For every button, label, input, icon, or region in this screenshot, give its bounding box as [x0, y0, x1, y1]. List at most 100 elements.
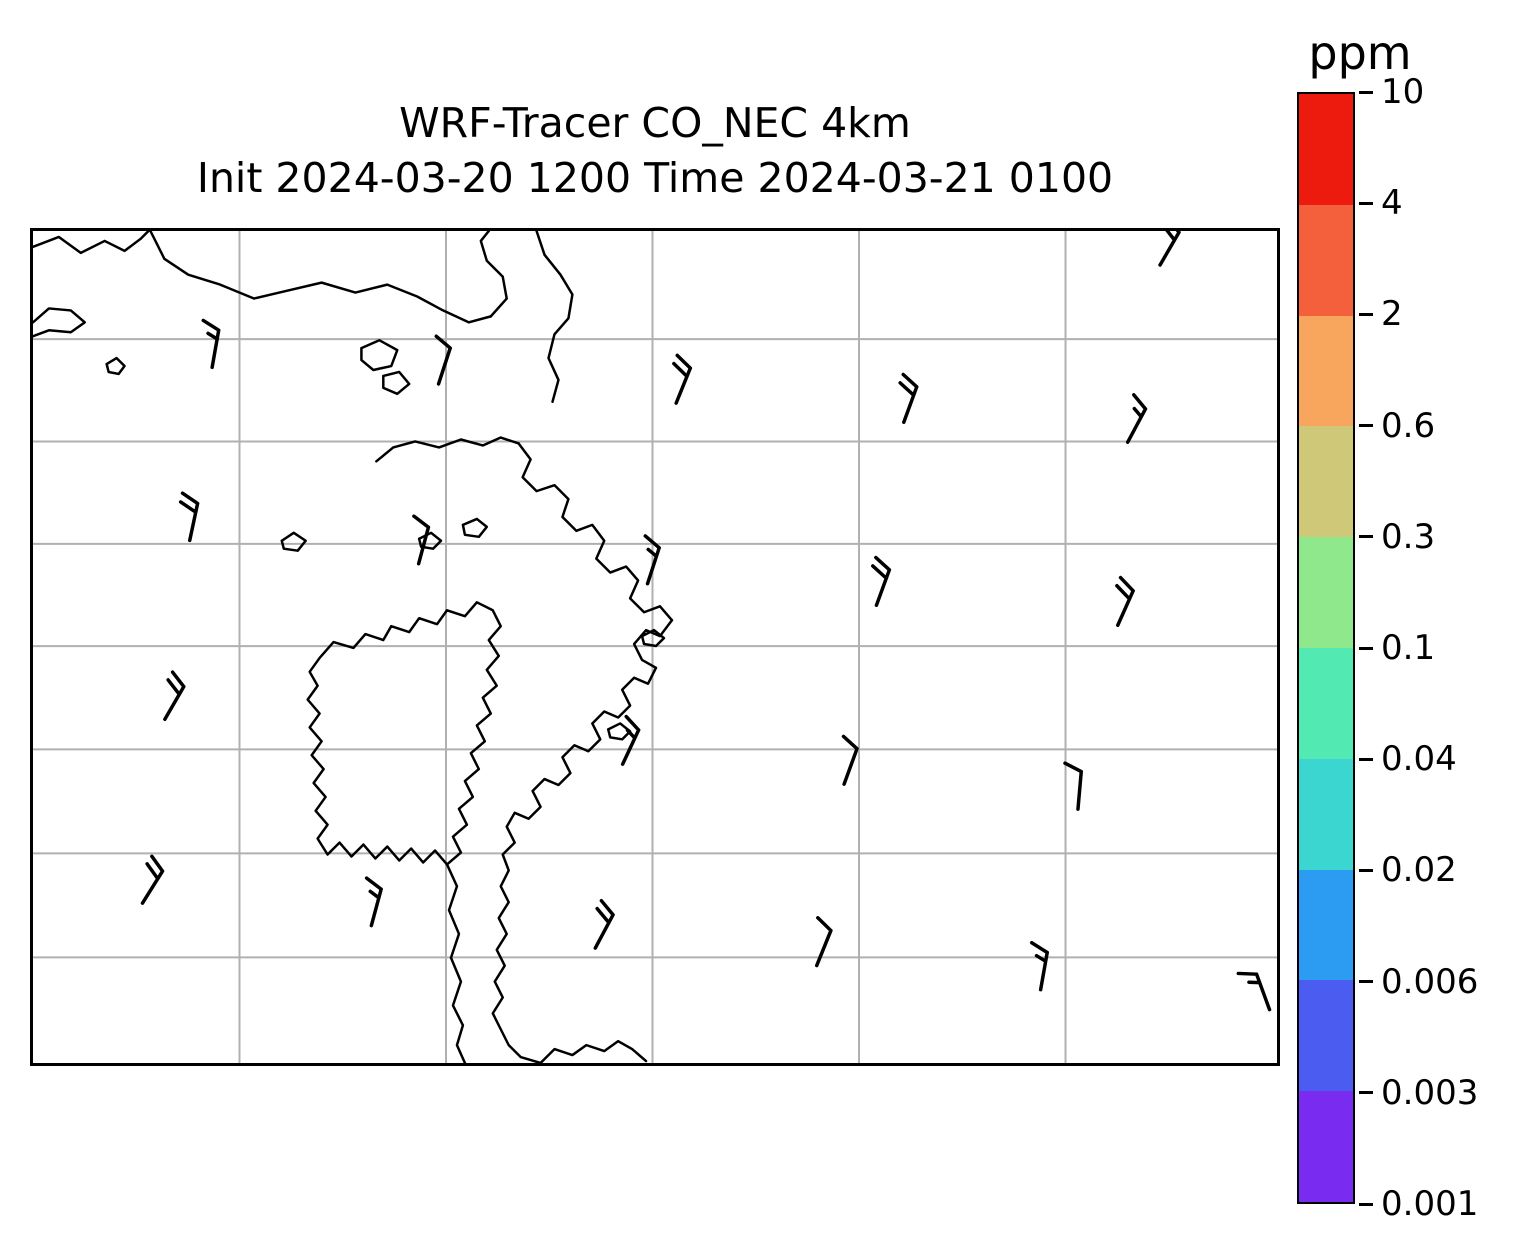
- wind-barb: [841, 734, 859, 786]
- coastline-path: [360, 338, 399, 372]
- wind-barb: [593, 898, 615, 950]
- colorbar-tick-label: 0.003: [1381, 1072, 1479, 1113]
- wind-barb-glyph: [1063, 761, 1083, 811]
- wind-barb-glyph: [593, 898, 615, 950]
- wind-barb-glyph: [140, 854, 165, 905]
- wind-barb: [643, 534, 661, 586]
- wind-barb-glyph: [163, 670, 186, 722]
- coastline-path: [461, 517, 489, 539]
- coastline-path: [606, 722, 632, 741]
- tick-mark: [1359, 201, 1373, 205]
- plot-title: WRF-Tracer CO_NEC 4km Init 2024-03-20 12…: [30, 96, 1280, 207]
- tick-mark: [1359, 90, 1373, 94]
- coastline-path: [382, 370, 411, 396]
- wind-barb-glyph: [1158, 231, 1181, 267]
- colorbar-tick: 10: [1359, 72, 1424, 112]
- wind-barb: [1158, 231, 1181, 267]
- map-canvas: [33, 231, 1277, 1063]
- wind-barb-glyph: [672, 353, 693, 405]
- wind-barb-glyph: [814, 916, 833, 968]
- colorbar-segment: [1299, 315, 1353, 427]
- colorbar-ticks: 10 4 2 0.6 0.3 0.1 0.04 0.02 0.006 0.003 0.001: [1359, 72, 1528, 1224]
- tick-mark: [1359, 424, 1373, 428]
- colorbar-tick: 0.02: [1359, 850, 1457, 890]
- map-panel: [30, 228, 1280, 1066]
- colorbar-tick-label: 0.001: [1381, 1184, 1479, 1224]
- colorbar-tick: 0.04: [1359, 739, 1457, 779]
- colorbar-tick-label: 0.04: [1381, 739, 1457, 780]
- wind-barb: [871, 555, 892, 608]
- wind-barb: [163, 670, 186, 722]
- title-line-1: WRF-Tracer CO_NEC 4km: [399, 99, 911, 147]
- wind-barb: [1236, 971, 1272, 1012]
- colorbar-tick: 0.3: [1359, 517, 1435, 557]
- wind-barb-glyph: [1030, 941, 1049, 992]
- wind-barb-glyph: [1125, 393, 1148, 444]
- wind-barb: [814, 916, 833, 968]
- wind-barb: [412, 514, 431, 566]
- colorbar-tick-label: 10: [1381, 72, 1425, 112]
- coastline-path: [417, 531, 443, 550]
- wind-barb-glyph: [871, 555, 892, 608]
- coastline-path: [375, 436, 520, 463]
- wind-barb: [364, 876, 383, 928]
- coastline-path: [280, 531, 307, 552]
- colorbar-segment: [1299, 94, 1353, 205]
- colorbar-tick-label: 0.1: [1381, 628, 1436, 668]
- colorbar: [1297, 92, 1355, 1204]
- tick-mark: [1359, 646, 1373, 650]
- colorbar-tick: 0.001: [1359, 1184, 1478, 1224]
- coastline-path: [149, 231, 493, 324]
- tick-mark: [1359, 535, 1373, 539]
- wind-barb-glyph: [841, 734, 859, 786]
- wind-barb: [898, 372, 919, 424]
- coastline-path: [445, 863, 467, 1063]
- wind-barb: [620, 714, 641, 766]
- wind-barb-glyph: [364, 876, 383, 928]
- colorbar-segment: [1299, 980, 1353, 1092]
- wind-barb-glyph: [620, 714, 641, 766]
- coastline-layer: [33, 231, 674, 1063]
- tick-mark: [1359, 312, 1373, 316]
- colorbar-tick-label: 0.02: [1381, 850, 1457, 891]
- colorbar-tick-label: 0.3: [1381, 516, 1436, 557]
- wind-barb: [434, 334, 452, 386]
- wind-barb-glyph: [898, 372, 919, 424]
- colorbar-segment: [1299, 758, 1353, 870]
- coastline-path: [640, 628, 666, 648]
- wind-barb-glyph: [1236, 971, 1272, 1012]
- colorbar-tick: 0.6: [1359, 406, 1435, 446]
- colorbar-units-label: ppm: [1308, 26, 1412, 80]
- colorbar-tick: 0.1: [1359, 628, 1435, 668]
- wind-barb: [178, 491, 200, 543]
- wind-barb: [1125, 393, 1148, 444]
- wind-barb-glyph: [412, 514, 431, 566]
- wind-barb-glyph: [434, 334, 452, 386]
- colorbar-tick: 0.003: [1359, 1073, 1478, 1113]
- tick-mark: [1359, 1091, 1373, 1095]
- colorbar-tick: 4: [1359, 183, 1403, 223]
- wind-barb-glyph: [1115, 575, 1135, 627]
- coastline-path: [491, 618, 674, 1063]
- colorbar-tick-label: 2: [1381, 294, 1403, 335]
- coastline-path: [539, 1039, 648, 1063]
- coastline-path: [33, 231, 150, 255]
- colorbar-segment: [1299, 204, 1353, 316]
- colorbar-tick-label: 0.006: [1381, 961, 1479, 1002]
- colorbar-tick-label: 0.6: [1381, 405, 1436, 446]
- coastline-path: [306, 601, 502, 866]
- tick-mark: [1359, 980, 1373, 984]
- wind-barb-glyph: [201, 318, 221, 370]
- coastline-path: [33, 307, 86, 338]
- wind-barb: [140, 854, 165, 905]
- colorbar-tick: 0.006: [1359, 962, 1478, 1002]
- tick-mark: [1359, 868, 1373, 872]
- colorbar-segment: [1299, 1091, 1353, 1202]
- wind-barb-glyph: [178, 491, 200, 543]
- wind-barb-layer: [140, 231, 1272, 1012]
- wind-barb: [1063, 761, 1083, 811]
- colorbar-segment: [1299, 426, 1353, 538]
- wind-barb-glyph: [643, 534, 661, 586]
- wind-barb: [1115, 575, 1135, 627]
